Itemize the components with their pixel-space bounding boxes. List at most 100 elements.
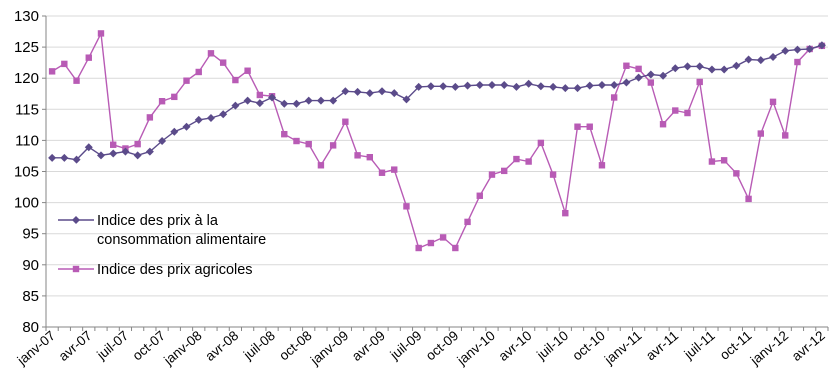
data-point [414, 82, 423, 91]
data-point [110, 141, 117, 148]
data-point [206, 114, 215, 123]
data-point [255, 99, 264, 108]
data-point [549, 82, 558, 91]
data-point [195, 68, 202, 76]
data-point [610, 81, 619, 90]
x-tick-label: oct-10 [569, 328, 607, 364]
data-point [365, 89, 374, 98]
x-tick-label: juil-08 [240, 328, 278, 363]
data-point [695, 62, 704, 71]
data-point [794, 58, 801, 66]
data-point [537, 139, 545, 147]
data-point [391, 166, 398, 173]
y-tick-label: 80 [22, 319, 39, 336]
data-point [622, 78, 631, 87]
legend-item-food-cpi: Indice des prix à la consommation aliment… [58, 213, 266, 248]
y-tick-label: 95 [22, 226, 39, 243]
data-point [793, 45, 802, 54]
data-point [305, 140, 312, 148]
data-point [293, 137, 300, 145]
line-agri [51, 30, 823, 250]
data-point [281, 130, 288, 138]
series-food-cpi [48, 41, 826, 164]
x-tick-label: juil-10 [533, 328, 571, 363]
legend-item-agri: Indice des prix agricoles [58, 262, 253, 278]
data-point [744, 55, 753, 64]
data-point [439, 234, 447, 241]
data-point [354, 152, 361, 159]
data-point [415, 244, 422, 252]
data-point [244, 67, 251, 74]
x-tick-label: janv-08 [160, 328, 204, 369]
x-tick-label: avr-07 [56, 328, 95, 364]
data-point [182, 122, 191, 131]
data-point [366, 153, 373, 161]
data-point [48, 153, 57, 162]
data-point [487, 81, 496, 90]
data-point [646, 70, 655, 79]
series-agri [48, 30, 826, 252]
y-tick-label: 105 [14, 164, 39, 181]
data-point [231, 101, 240, 110]
data-point [513, 155, 520, 163]
data-point [96, 151, 105, 160]
data-point [561, 84, 570, 93]
data-point [536, 82, 545, 91]
data-point [341, 87, 350, 96]
y-tick-label: 120 [14, 70, 39, 87]
data-point [707, 65, 716, 74]
data-point [292, 99, 301, 108]
legend-marker-agri [72, 265, 80, 273]
data-point [574, 123, 581, 130]
legend-label-agri: Indice des prix agricoles [97, 262, 253, 278]
data-point [671, 64, 680, 73]
data-point [207, 50, 215, 57]
x-tick-label: janv-09 [307, 328, 351, 369]
data-point [439, 82, 448, 91]
data-point [243, 96, 252, 105]
data-point [683, 62, 692, 71]
data-point [390, 89, 399, 98]
y-tick-label: 100 [14, 195, 39, 212]
data-point [146, 114, 154, 121]
y-tick-label: 130 [14, 8, 39, 25]
data-point [720, 65, 729, 74]
data-point [659, 71, 668, 80]
data-point [501, 167, 508, 175]
x-tick-label: juil-07 [93, 328, 131, 363]
x-tick-label: avr-09 [349, 328, 388, 364]
data-point [782, 132, 789, 139]
plot-area [48, 30, 826, 252]
data-point [427, 239, 435, 247]
data-point [109, 149, 118, 158]
data-point [342, 118, 349, 125]
data-point [781, 46, 790, 55]
data-point [48, 68, 56, 75]
data-point [769, 53, 778, 62]
data-point [145, 147, 154, 156]
data-point [268, 93, 277, 102]
grid-lines [46, 15, 828, 328]
data-point [121, 147, 130, 156]
data-point [170, 127, 179, 136]
data-point [158, 137, 167, 146]
data-point [696, 78, 703, 86]
data-point [219, 59, 227, 66]
data-point [769, 98, 777, 106]
data-point [61, 60, 68, 68]
data-point [610, 94, 618, 101]
data-point [732, 61, 741, 70]
data-point [488, 171, 496, 178]
data-point [598, 162, 606, 169]
data-point [464, 218, 471, 226]
data-point [451, 82, 460, 91]
data-point [133, 151, 142, 160]
data-point [647, 79, 655, 86]
data-point [524, 79, 533, 88]
x-tick-label: juil-11 [681, 328, 718, 363]
data-point [684, 109, 691, 117]
y-tick-label: 125 [14, 39, 39, 56]
data-point [708, 158, 716, 165]
data-point [378, 169, 386, 176]
